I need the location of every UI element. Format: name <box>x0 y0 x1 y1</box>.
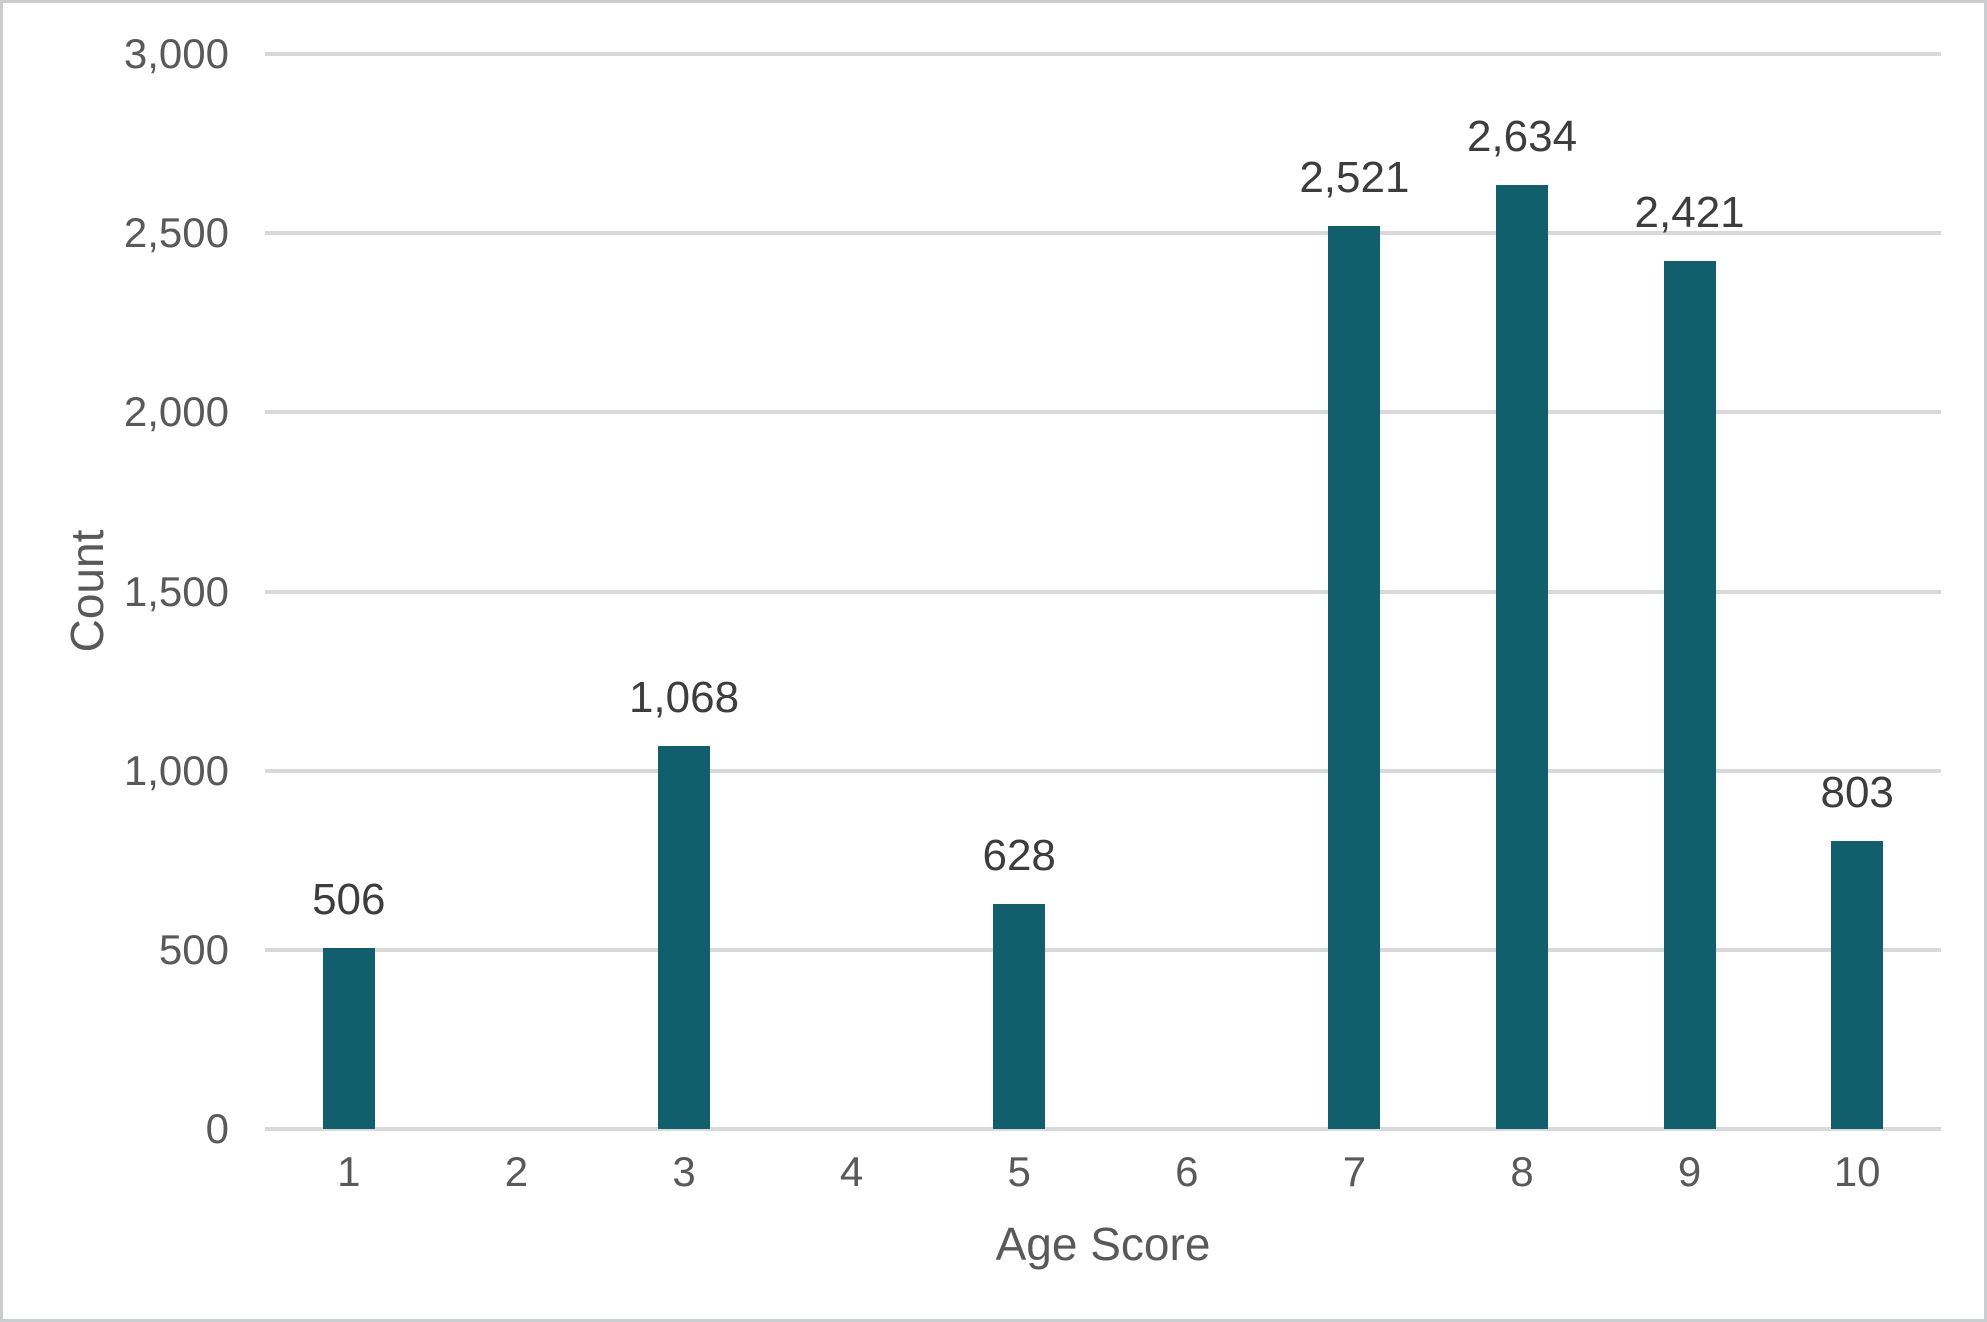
bar-9 <box>1663 261 1716 1129</box>
bar-5 <box>993 903 1046 1129</box>
x-tick-label: 7 <box>1342 1148 1367 1195</box>
bar-value-label: 506 <box>312 874 386 924</box>
gridline <box>265 231 1941 236</box>
gridline <box>265 589 1941 594</box>
x-tick-label: 4 <box>839 1148 864 1195</box>
x-tick-label: 2 <box>504 1148 529 1195</box>
x-tick-label: 6 <box>1175 1148 1199 1195</box>
x-tick-label: 9 <box>1677 1148 1702 1195</box>
y-tick-label: 2,500 <box>123 209 229 257</box>
x-axis-title: Age Score <box>995 1218 1211 1270</box>
y-axis-tick-labels: 0 500 1,000 1,500 2,000 2,500 3,000 <box>3 33 233 1150</box>
x-tick-label: 10 <box>1833 1148 1881 1195</box>
gridline <box>265 410 1941 415</box>
bar-value-label: 803 <box>1820 768 1894 818</box>
bar-value-label: 2,521 <box>1299 152 1410 202</box>
bar-10 <box>1831 841 1884 1129</box>
y-tick-label: 1,000 <box>123 746 229 794</box>
y-tick-label: 3,000 <box>123 30 229 77</box>
bar-1 <box>322 947 375 1129</box>
y-tick-label: 1,500 <box>123 567 229 615</box>
x-tick-label: 1 <box>337 1148 361 1195</box>
x-axis-line <box>265 1127 1941 1131</box>
bar-3 <box>658 746 710 1129</box>
bar-value-label: 628 <box>982 830 1056 880</box>
bar-value-label: 2,634 <box>1466 112 1578 162</box>
bar-value-label: 1,068 <box>628 673 740 723</box>
plot-area: 506 1,068 628 2,521 2,634 2,421 803 <box>265 52 1941 1131</box>
x-tick-label: 5 <box>1007 1148 1031 1195</box>
y-tick-label: 500 <box>158 925 229 973</box>
y-tick-label: 0 <box>205 1105 229 1152</box>
bar-8 <box>1496 185 1548 1129</box>
y-tick-label: 2,000 <box>123 388 229 436</box>
x-tick-label: 8 <box>1510 1148 1534 1195</box>
gridline <box>265 768 1941 773</box>
gridline <box>265 52 1941 56</box>
x-tick-label: 3 <box>672 1148 696 1195</box>
gridline <box>265 947 1941 952</box>
bar-7 <box>1328 225 1381 1129</box>
x-axis-tick-labels: 1 2 3 4 5 6 7 8 9 10 <box>265 1151 1941 1201</box>
bar-value-label: 2,421 <box>1634 188 1745 238</box>
